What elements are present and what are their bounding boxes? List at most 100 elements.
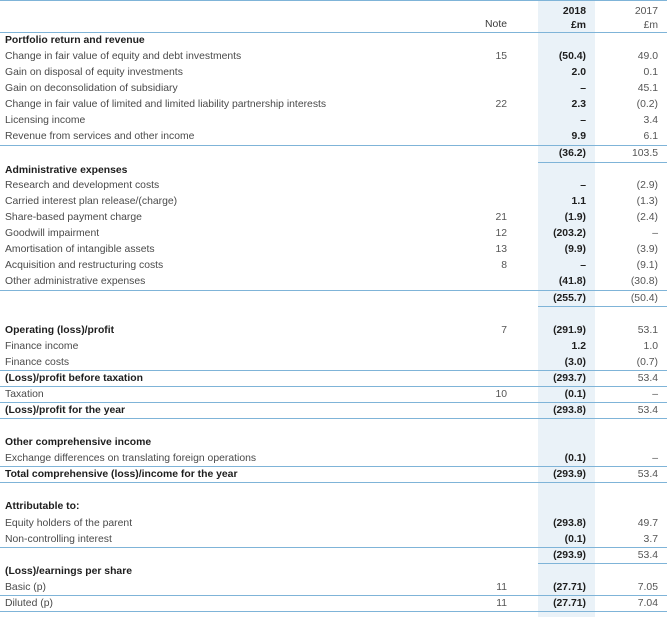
rule-admin-sub <box>0 290 667 291</box>
line-item-label: Acquisition and restructuring costs <box>5 260 164 271</box>
line-item-label: Change in fair value of limited and limi… <box>5 99 327 110</box>
line-item-label: Other comprehensive income <box>5 437 152 448</box>
note-reference: 10 <box>495 389 507 400</box>
line-item-row: Exchange differences on translating fore… <box>0 451 667 467</box>
value-2018: (1.9) <box>564 212 586 223</box>
year-2017-header: 2017 £m <box>635 5 658 33</box>
value-2018: 1.2 <box>571 341 586 352</box>
rule-diluted-eps <box>0 611 667 612</box>
note-reference: 22 <box>495 99 507 110</box>
line-item-label: Diluted (p) <box>5 598 53 609</box>
line-item-row: Operating (loss)/profit 7 (291.9) 53.1 <box>0 323 667 339</box>
line-item-row: Equity holders of the parent (293.8) 49.7 <box>0 516 667 532</box>
value-2017: 0.1 <box>643 67 658 78</box>
rule-oci-item <box>0 466 667 467</box>
value-2018: (293.8) <box>553 405 586 416</box>
value-2017: (1.3) <box>636 196 658 207</box>
rule-revenue-sub <box>0 145 667 146</box>
note-reference: 15 <box>495 51 507 62</box>
line-item-row: Licensing income – 3.4 <box>0 113 667 129</box>
line-item-row: Change in fair value of equity and debt … <box>0 49 667 65</box>
value-2017: 53.4 <box>637 469 658 480</box>
rule-total-comprehensive <box>0 482 667 483</box>
value-2018: (9.9) <box>564 244 586 255</box>
line-item-label: Operating (loss)/profit <box>5 325 115 336</box>
line-item-row: (Loss)/profit for the year (293.8) 53.4 <box>0 403 667 419</box>
line-item-label: (Loss)/profit for the year <box>5 405 126 416</box>
line-item-row: Gain on disposal of equity investments 2.… <box>0 65 667 81</box>
value-2017: 3.4 <box>643 115 658 126</box>
value-2018: (293.7) <box>553 373 586 384</box>
note-reference: 11 <box>496 598 507 609</box>
line-item-row: Taxation 10 (0.1) – <box>0 387 667 403</box>
value-2018: (36.2) <box>558 148 586 159</box>
line-item-label: Revenue from services and other income <box>5 131 195 142</box>
subtotal-row: (255.7) (50.4) <box>0 291 667 307</box>
value-2018: (0.1) <box>564 453 586 464</box>
note-reference: 12 <box>495 228 507 239</box>
note-reference: 13 <box>495 244 507 255</box>
value-2017: 53.4 <box>637 405 658 416</box>
value-2017: 3.7 <box>643 534 658 545</box>
rule-basic-eps <box>0 595 667 596</box>
value-2017: 1.0 <box>643 341 658 352</box>
rule-admin-total <box>538 306 667 307</box>
line-item-row: Acquisition and restructuring costs 8 – (9.… <box>0 258 667 274</box>
section-heading-row: Administrative expenses <box>0 163 667 179</box>
line-item-row: Share-based payment charge 21 (1.9) (2.4) <box>0 210 667 226</box>
value-2018: (27.71) <box>553 582 586 593</box>
subtotal-row: (293.9) 53.4 <box>0 548 667 564</box>
line-item-label: Gain on disposal of equity investments <box>5 67 183 78</box>
value-2018: 9.9 <box>571 131 586 142</box>
value-2017: 49.0 <box>637 51 658 62</box>
line-item-label: Other administrative expenses <box>5 276 146 287</box>
value-2018: – <box>580 260 586 271</box>
year-2017-unit: £m <box>643 20 658 31</box>
value-2017: (2.4) <box>636 212 658 223</box>
value-2017: 7.04 <box>637 598 658 609</box>
line-item-label: (Loss)/earnings per share <box>5 566 133 577</box>
rule-nci <box>0 547 667 548</box>
value-2017: – <box>652 389 658 400</box>
line-item-row: Non-controlling interest (0.1) 3.7 <box>0 532 667 548</box>
year-2018-label: 2018 <box>562 6 586 17</box>
line-item-label: Research and development costs <box>5 180 160 191</box>
section-heading-row: Other comprehensive income <box>0 435 667 451</box>
value-2017: (50.4) <box>630 293 658 304</box>
note-reference: 21 <box>495 212 507 223</box>
line-item-row: Research and development costs – (2.9) <box>0 178 667 194</box>
section-heading-row: Portfolio return and revenue <box>0 33 667 49</box>
section-heading-row: Attributable to: <box>0 499 667 515</box>
value-2017: – <box>652 228 658 239</box>
rule-top <box>0 0 667 1</box>
value-2018: (0.1) <box>564 534 586 545</box>
value-2017: 49.7 <box>637 518 658 529</box>
line-item-label: Change in fair value of equity and debt … <box>5 51 242 62</box>
value-2018: (27.71) <box>553 598 586 609</box>
line-item-label: Total comprehensive (loss)/income for th… <box>5 469 238 480</box>
value-2018: – <box>580 180 586 191</box>
value-2018: 2.3 <box>571 99 586 110</box>
current-year-column-shading <box>538 0 595 617</box>
value-2017: 53.4 <box>637 550 658 561</box>
rule-finance-costs <box>0 370 667 371</box>
year-2018-header: 2018 £m <box>563 5 586 33</box>
line-item-row: Amortisation of intangible assets 13 (9.9)… <box>0 242 667 258</box>
rule-taxation <box>0 402 667 403</box>
line-item-label: Share-based payment charge <box>5 212 142 223</box>
value-2017: 7.05 <box>637 582 658 593</box>
value-2018: (0.1) <box>564 389 586 400</box>
line-item-label: Goodwill impairment <box>5 228 100 239</box>
value-2018: – <box>580 115 586 126</box>
value-2018: (50.4) <box>558 51 586 62</box>
rule-attributable-total <box>538 563 667 564</box>
line-item-row: Other administrative expenses (41.8) (30.8… <box>0 274 667 290</box>
line-item-label: Portfolio return and revenue <box>5 35 145 46</box>
line-item-row: Revenue from services and other income 9.… <box>0 129 667 145</box>
value-2017: (30.8) <box>630 276 658 287</box>
value-2018: (293.9) <box>553 469 586 480</box>
line-item-label: Equity holders of the parent <box>5 518 133 529</box>
value-2018: (255.7) <box>553 293 586 304</box>
value-2018: (203.2) <box>553 228 586 239</box>
